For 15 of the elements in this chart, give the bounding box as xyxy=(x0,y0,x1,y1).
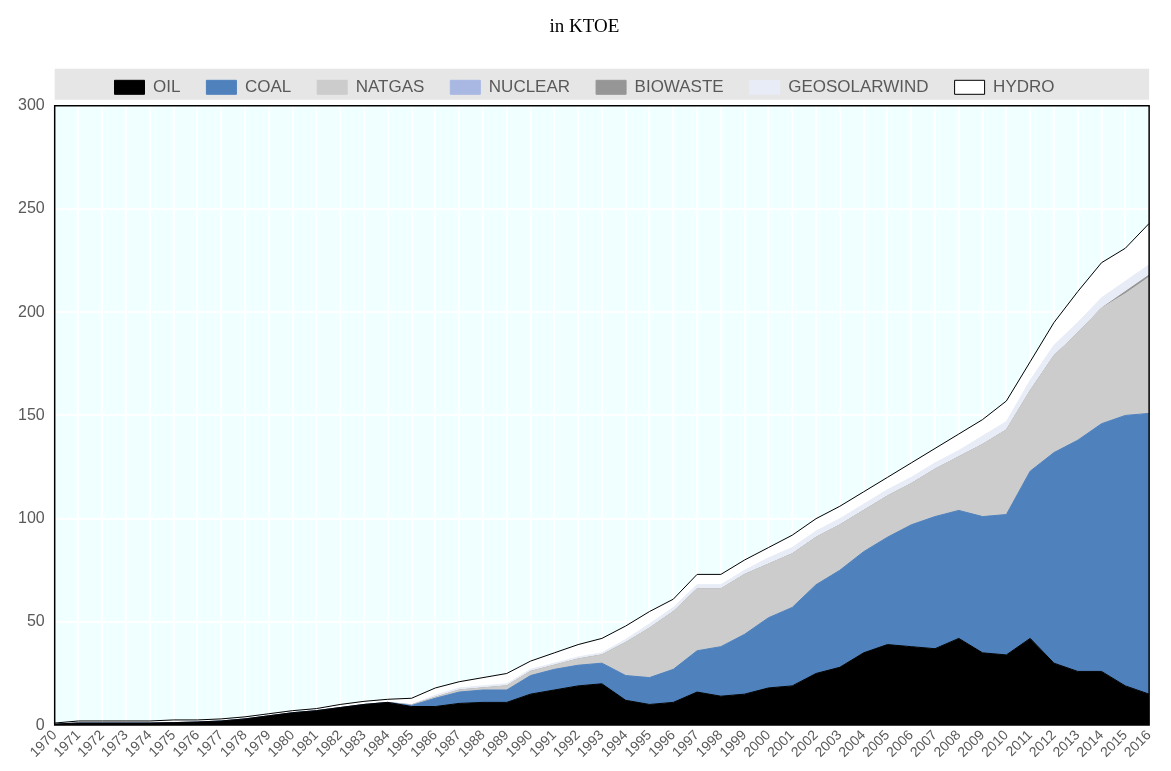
y-tick-label: 250 xyxy=(17,199,45,217)
legend-label: HYDRO xyxy=(993,76,1055,96)
y-tick-label: 0 xyxy=(35,715,45,733)
y-tick-label: 50 xyxy=(26,612,45,630)
y-tick-label: 300 xyxy=(17,96,45,114)
chart-title: in KTOE xyxy=(549,15,620,37)
legend-label: OIL xyxy=(153,76,181,96)
legend-label: COAL xyxy=(244,76,292,96)
y-tick-label: 100 xyxy=(17,509,45,527)
y-tick-label: 200 xyxy=(17,302,45,320)
legend-label: NUCLEAR xyxy=(488,76,571,96)
y-tick-label: 150 xyxy=(17,405,45,423)
legend-label: BIOWASTE xyxy=(634,76,724,96)
legend-label: NATGAS xyxy=(355,76,425,96)
legend-label: GEOSOLARWIND xyxy=(788,76,929,96)
